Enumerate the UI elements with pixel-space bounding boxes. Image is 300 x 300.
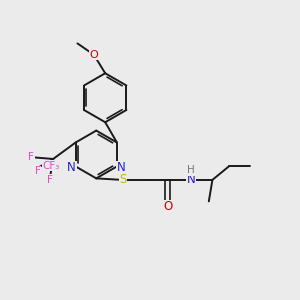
Text: N: N bbox=[187, 173, 196, 186]
Text: O: O bbox=[89, 50, 98, 60]
Text: N: N bbox=[116, 161, 125, 174]
Text: O: O bbox=[163, 200, 172, 213]
Text: S: S bbox=[119, 173, 127, 186]
Text: CF₃: CF₃ bbox=[42, 160, 59, 170]
Text: F: F bbox=[47, 175, 53, 185]
Text: F: F bbox=[28, 152, 34, 163]
Text: H: H bbox=[187, 165, 195, 175]
Text: F: F bbox=[35, 167, 41, 176]
Text: N: N bbox=[67, 161, 76, 174]
